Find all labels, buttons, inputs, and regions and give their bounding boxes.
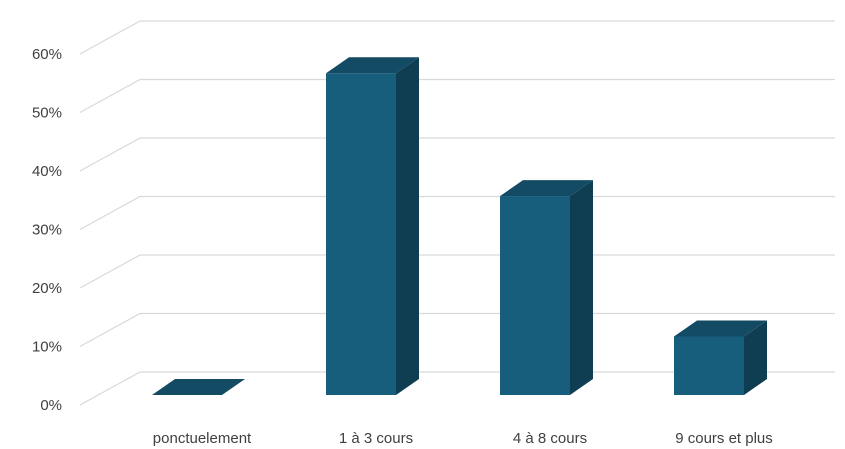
y-tick-label: 20%: [32, 280, 62, 297]
gridline: [79, 371, 835, 406]
bar-top-face: [326, 57, 419, 74]
bar-front-face: [326, 73, 396, 395]
bar: [326, 57, 419, 395]
x-axis-categories: ponctuelement 1 à 3 cours 4 à 8 cours 9 cou…: [153, 430, 773, 447]
gridline: [79, 20, 835, 55]
gridlines: [79, 20, 835, 406]
bar-side-face: [744, 320, 767, 395]
bar-side-face: [396, 57, 419, 395]
x-category-label: 4 à 8 cours: [513, 430, 587, 447]
y-tick-label: 10%: [32, 339, 62, 356]
x-category-label: 9 cours et plus: [675, 430, 773, 447]
x-category-label: ponctuelement: [153, 430, 252, 447]
bar-front-face: [500, 196, 570, 395]
bar-top-face: [500, 180, 593, 197]
bar-side-face: [570, 180, 593, 395]
bar-front-face: [674, 336, 744, 395]
bar: [500, 180, 593, 395]
gridline: [79, 195, 835, 231]
y-tick-label: 50%: [32, 105, 62, 122]
y-tick-label: 60%: [32, 46, 62, 63]
gridline: [79, 312, 835, 348]
bar-top-face: [152, 379, 245, 395]
bar: [152, 379, 245, 395]
y-tick-label: 0%: [40, 397, 62, 414]
y-tick-label: 40%: [32, 163, 62, 180]
gridline: [79, 137, 835, 172]
bar-top-face: [674, 320, 767, 337]
gridline: [79, 254, 835, 289]
y-axis-ticks: 0% 10% 20% 30% 40% 50% 60%: [32, 46, 62, 414]
gridline: [79, 78, 835, 114]
x-category-label: 1 à 3 cours: [339, 430, 413, 447]
bar: [674, 320, 767, 395]
bars: [152, 57, 767, 395]
y-tick-label: 30%: [32, 222, 62, 239]
